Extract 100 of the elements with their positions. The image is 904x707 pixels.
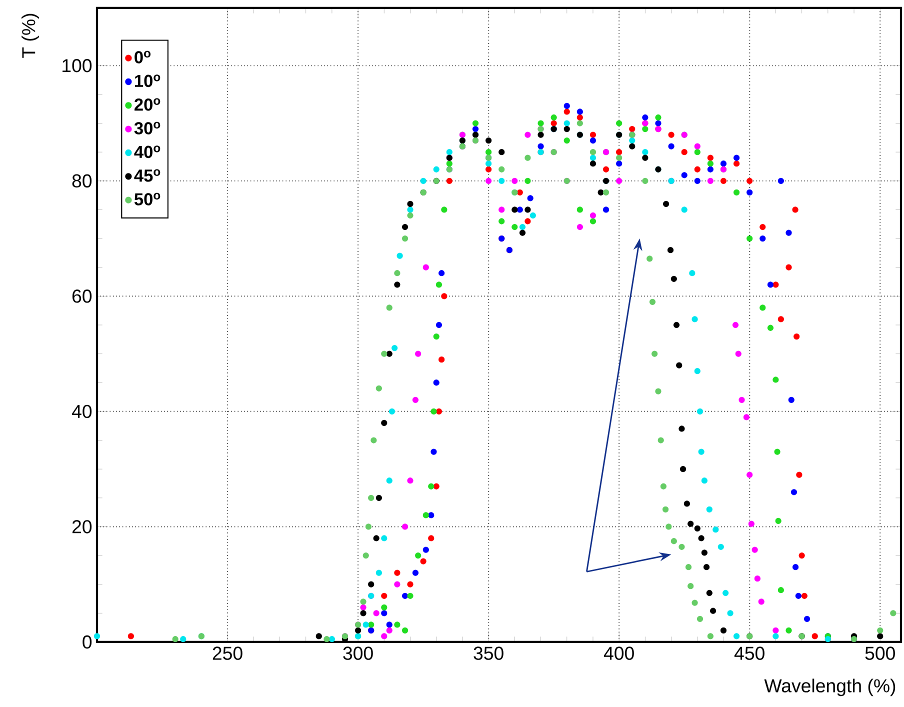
- point: [642, 178, 648, 184]
- legend-label: 30$^{o}$: [134, 122, 160, 135]
- legend-label: 20$^{o}$: [134, 98, 160, 111]
- point: [441, 293, 448, 300]
- point: [701, 478, 708, 484]
- point: [590, 218, 596, 224]
- point: [407, 581, 414, 588]
- point: [778, 587, 784, 594]
- point: [516, 206, 523, 213]
- point: [360, 598, 366, 605]
- point: [660, 483, 667, 490]
- point: [694, 526, 700, 532]
- point: [720, 178, 727, 184]
- point: [746, 472, 753, 478]
- point: [386, 622, 392, 628]
- point: [392, 345, 398, 352]
- point: [760, 304, 766, 311]
- point: [775, 518, 782, 524]
- point: [402, 224, 408, 230]
- point: [629, 126, 636, 132]
- legend-label: 50$^{o}$: [134, 193, 160, 206]
- point: [407, 201, 414, 208]
- point: [681, 149, 688, 156]
- x-tick-label: 400: [604, 646, 634, 660]
- point: [564, 108, 570, 115]
- point: [680, 466, 686, 472]
- point: [386, 350, 392, 358]
- point: [616, 154, 622, 162]
- point: [689, 270, 696, 276]
- point: [707, 160, 714, 167]
- point: [360, 610, 366, 616]
- point: [412, 570, 419, 576]
- point: [386, 304, 392, 311]
- point: [629, 143, 636, 150]
- point: [720, 628, 727, 634]
- point: [727, 610, 734, 616]
- point: [733, 633, 740, 640]
- point: [430, 448, 437, 456]
- point: [701, 550, 708, 556]
- point: [616, 178, 622, 184]
- point: [180, 636, 186, 642]
- point: [692, 600, 698, 606]
- point: [602, 166, 610, 173]
- point: [394, 570, 400, 576]
- point: [446, 178, 452, 184]
- point: [564, 120, 570, 127]
- point: [795, 592, 802, 600]
- point: [681, 206, 688, 213]
- legend-label: 45$^{o}$: [134, 169, 160, 182]
- point: [550, 120, 557, 127]
- point: [670, 538, 677, 544]
- point: [428, 535, 434, 542]
- point: [498, 206, 505, 213]
- point: [436, 408, 442, 415]
- point: [743, 414, 750, 420]
- point: [694, 143, 700, 150]
- point: [316, 633, 322, 640]
- point: [722, 590, 729, 596]
- point: [746, 190, 753, 196]
- point: [774, 448, 780, 456]
- point: [790, 489, 798, 496]
- point: [485, 160, 492, 167]
- point: [772, 376, 779, 383]
- point: [720, 160, 727, 167]
- point: [733, 160, 740, 167]
- point: [485, 178, 492, 184]
- point: [512, 224, 518, 230]
- point: [381, 420, 388, 426]
- point: [485, 166, 492, 173]
- x-tick-label: 300: [343, 646, 373, 660]
- point: [446, 160, 452, 167]
- point: [519, 224, 526, 230]
- point: [655, 114, 662, 121]
- point: [402, 592, 408, 600]
- y-tick-label: 20: [72, 520, 92, 534]
- point: [368, 495, 374, 502]
- point: [402, 236, 408, 242]
- point: [616, 149, 622, 156]
- legend-label: 40$^{o}$: [134, 146, 160, 158]
- point: [394, 282, 400, 288]
- point: [694, 178, 700, 184]
- point: [673, 322, 680, 328]
- point: [746, 236, 753, 242]
- point: [662, 506, 669, 513]
- point: [441, 206, 448, 213]
- point: [422, 546, 429, 554]
- point: [538, 143, 544, 150]
- point: [433, 380, 440, 386]
- point: [128, 633, 134, 640]
- point: [678, 544, 685, 550]
- point: [422, 512, 429, 518]
- point: [760, 236, 766, 242]
- point: [812, 633, 818, 640]
- point: [772, 282, 779, 288]
- point: [590, 212, 596, 219]
- point: [788, 397, 794, 404]
- point: [485, 149, 492, 156]
- point: [658, 437, 664, 444]
- point: [733, 190, 740, 196]
- point: [590, 160, 596, 167]
